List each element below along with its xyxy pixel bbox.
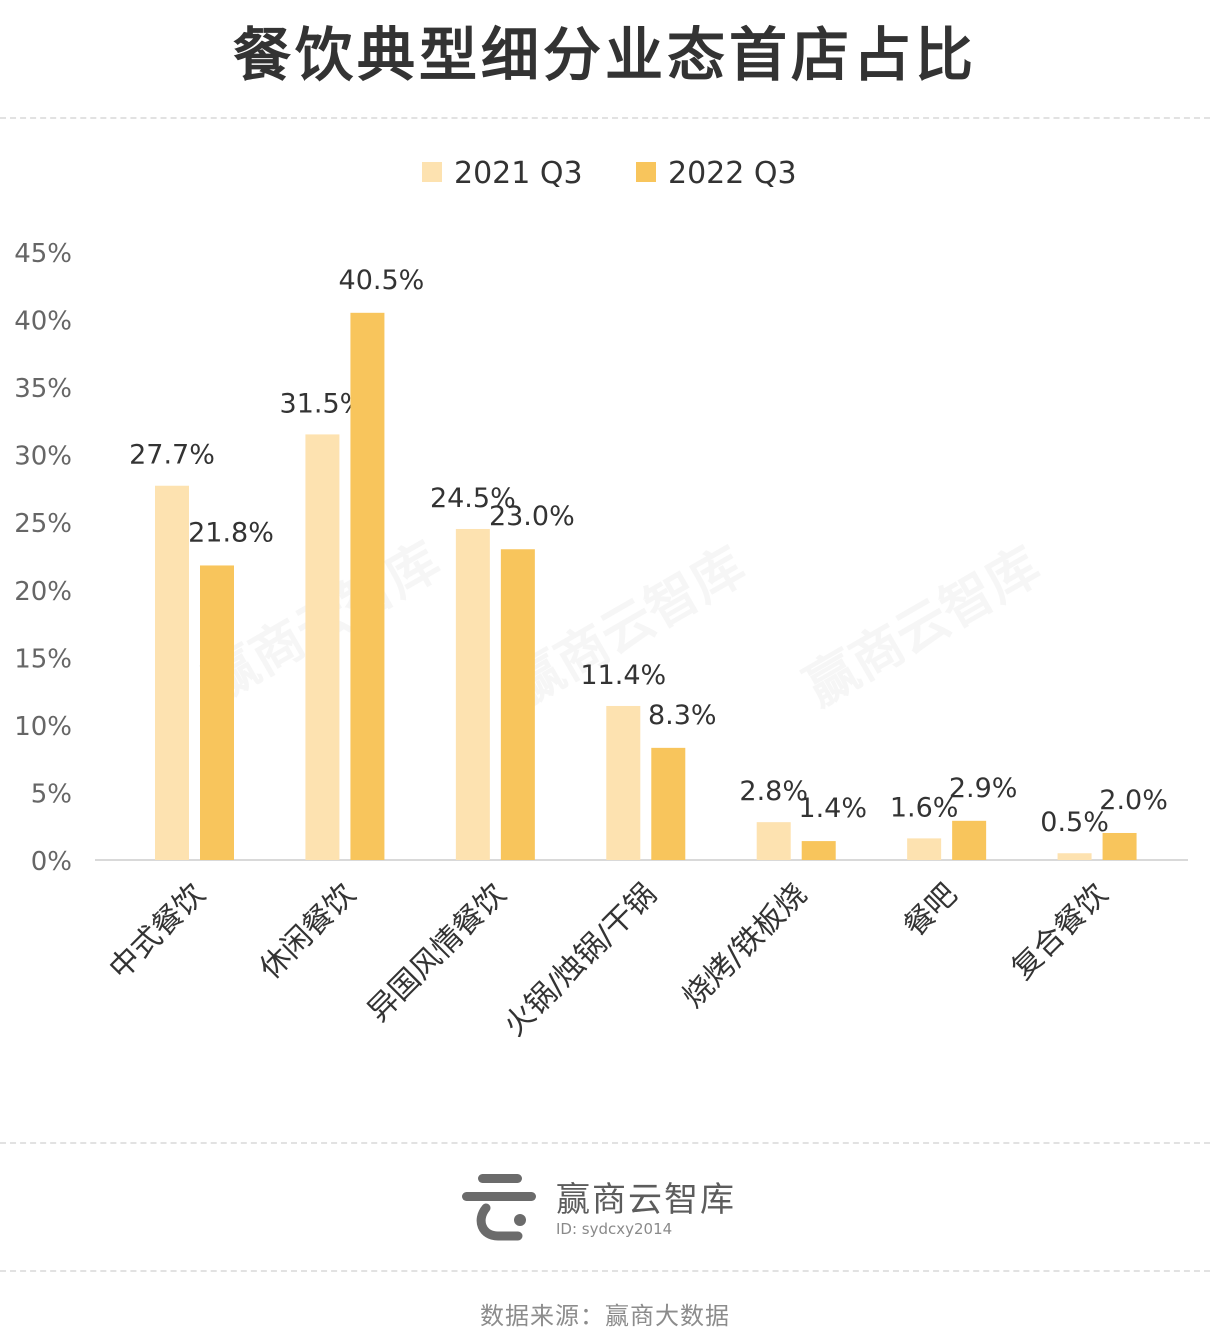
logo-name: 赢商云智库: [556, 1180, 736, 1220]
bar: [305, 434, 340, 860]
bar: [907, 838, 942, 860]
bar: [350, 312, 385, 860]
data-label: 0.5%: [1040, 807, 1109, 838]
bar: [500, 549, 535, 860]
legend-swatch: [636, 162, 656, 182]
category-label: 异国风情餐饮: [361, 877, 513, 1029]
y-tick-label: 0%: [31, 847, 72, 877]
logo: 赢商云智库 ID: sydcxy2014: [458, 1168, 778, 1248]
y-tick-label: 35%: [14, 374, 72, 404]
category-label: 餐吧: [897, 877, 964, 944]
divider-middle: [0, 1142, 1210, 1144]
bar: [606, 705, 641, 860]
data-source: 数据来源：赢商大数据: [480, 1302, 730, 1330]
category-label: 复合餐饮: [1005, 877, 1115, 987]
data-label: 1.4%: [798, 793, 867, 824]
y-tick-label: 5%: [31, 779, 72, 809]
bar: [651, 747, 686, 860]
y-tick-label: 30%: [14, 442, 72, 472]
y-tick-label: 40%: [14, 307, 72, 337]
data-label: 27.7%: [129, 440, 215, 471]
bar: [756, 822, 791, 860]
bar: [952, 820, 987, 860]
data-label: 23.0%: [489, 501, 575, 532]
y-tick-label: 15%: [14, 644, 72, 674]
bar-chart: 2021 Q3 2022 Q3 0% 5% 10% 15% 20% 25% 30% 35% 40% 4…: [14, 156, 1188, 1043]
category-label: 休闲餐饮: [253, 877, 363, 987]
data-label: 2.9%: [949, 773, 1018, 804]
data-label: 11.4%: [580, 660, 666, 691]
bar: [1102, 832, 1137, 860]
chart-title: 餐饮典型细分业态首店占比: [232, 21, 977, 89]
logo-icon: [462, 1174, 536, 1241]
legend-swatch: [422, 162, 442, 182]
y-tick-label: 45%: [14, 239, 72, 269]
category-label: 烧烤/铁板烧: [676, 877, 814, 1015]
bar: [155, 485, 189, 860]
y-tick-label: 10%: [14, 712, 72, 742]
data-label: 21.8%: [188, 517, 274, 548]
legend-label: 2022 Q3: [668, 156, 797, 191]
data-label: 2.8%: [739, 776, 808, 807]
data-label: 1.6%: [890, 792, 959, 823]
bar: [801, 841, 836, 860]
data-label: 2.0%: [1099, 785, 1168, 816]
logo-id: ID: sydcxy2014: [556, 1220, 673, 1238]
divider-bottom: [0, 1270, 1210, 1272]
y-tick-label: 20%: [14, 577, 72, 607]
bar: [455, 528, 490, 860]
data-label: 24.5%: [430, 483, 516, 514]
data-label: 8.3%: [648, 700, 717, 731]
y-tick-label: 25%: [14, 509, 72, 539]
divider-top: [0, 117, 1210, 119]
category-label: 中式餐饮: [103, 877, 213, 987]
bar: [1057, 853, 1092, 860]
category-label: 火锅/烛锅/干锅: [497, 877, 663, 1043]
bar: [200, 565, 234, 860]
legend-label: 2021 Q3: [454, 156, 583, 191]
data-label: 40.5%: [339, 265, 425, 296]
